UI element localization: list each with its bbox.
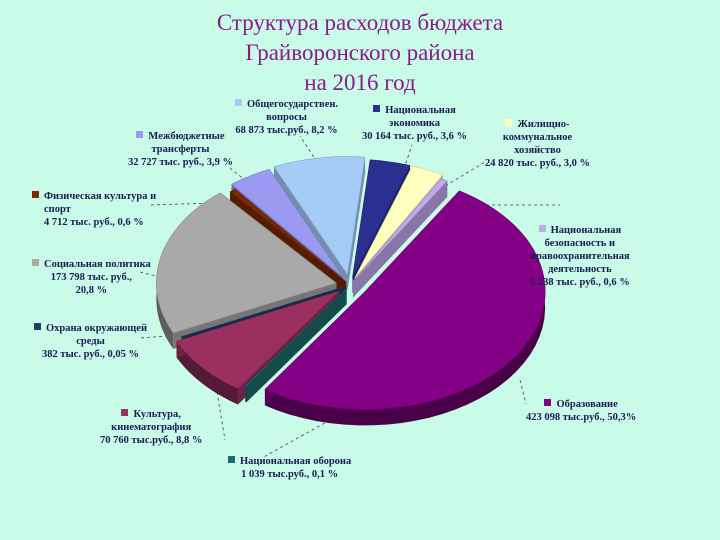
chart-title: Структура расходов бюджета Грайворонског… <box>0 8 720 98</box>
chart-title-line-2: Грайворонского района <box>245 40 475 65</box>
leader-line-sport <box>149 201 245 206</box>
pie-slice-top-security <box>352 178 448 282</box>
pie-slice-top-gov <box>273 156 366 276</box>
legend-swatch-sport <box>32 191 39 198</box>
pie-slice-defense <box>244 288 347 403</box>
pie-slice-wall-security-1 <box>353 181 448 298</box>
leader-line-education <box>519 379 527 405</box>
label-education: Образование 423 098 тыс.руб., 50,3% <box>526 399 637 423</box>
label-housing: Жилищно- коммунальное хозяйство 24 820 т… <box>485 119 590 169</box>
legend-swatch-defense <box>228 456 235 463</box>
pie-slice-side-education <box>264 190 546 426</box>
pie-slice-wall-gov-1 <box>347 157 366 291</box>
pie-slice-top-transfers <box>231 168 344 278</box>
leader-line-culture <box>214 379 226 441</box>
pie-slice-top-housing <box>354 165 444 278</box>
label-environment: Охрана окружающей среды 382 тыс. руб., 0… <box>34 322 147 361</box>
pie-slice-education <box>264 190 546 426</box>
label-social: Социальная политика 173 798 тыс. руб., 2… <box>32 258 151 297</box>
legend-swatch-social <box>32 259 39 266</box>
chart-title-line-3: на 2016 год <box>304 70 416 95</box>
legend-swatch-environment <box>34 323 41 330</box>
pie-slice-top-sport <box>229 188 347 283</box>
pie-slice-top-culture <box>176 290 340 389</box>
label-gov: Общегосударствен. вопросы 68 873 тыс.руб… <box>235 99 339 136</box>
pie-slice-top-defense <box>244 288 347 387</box>
label-defense: Национальная оборона 1 039 тыс.руб., 0,1… <box>228 455 351 481</box>
pie-slice-top-education <box>264 190 546 410</box>
pie-slice-wall-defense-1 <box>245 288 347 402</box>
legend-swatch-econ <box>373 105 381 112</box>
pie-slices <box>156 156 546 426</box>
pie-slice-side-culture <box>176 341 238 405</box>
label-culture: Культура, кинематография 70 760 тыс.руб.… <box>100 409 203 446</box>
chart-title-line-1: Структура расходов бюджета <box>216 10 504 35</box>
label-econ: Национальная экономика 30 164 тыс. руб.,… <box>362 105 467 142</box>
leader-line-defense <box>261 419 331 459</box>
label-sport: Физическая культура и спорт 4 712 тыс. р… <box>32 190 156 229</box>
pie-slice-top-environment <box>181 286 345 338</box>
legend-swatch-transfers <box>136 131 144 138</box>
legend-swatch-security <box>538 225 546 232</box>
pie-slice-top-econ <box>352 159 411 278</box>
legend-swatch-culture <box>121 409 129 416</box>
legend-swatch-gov <box>235 99 242 106</box>
legend-swatch-education <box>544 399 552 406</box>
pie-slice-security <box>352 178 448 298</box>
leader-line-housing <box>429 161 486 196</box>
label-transfers: Межбюджетные трансферты 32 727 тыс. руб.… <box>128 131 233 168</box>
legend-swatch-housing <box>505 119 513 126</box>
pie-slice-top-social <box>156 192 337 334</box>
label-security: Национальная безопасность и правоохранит… <box>530 225 630 288</box>
